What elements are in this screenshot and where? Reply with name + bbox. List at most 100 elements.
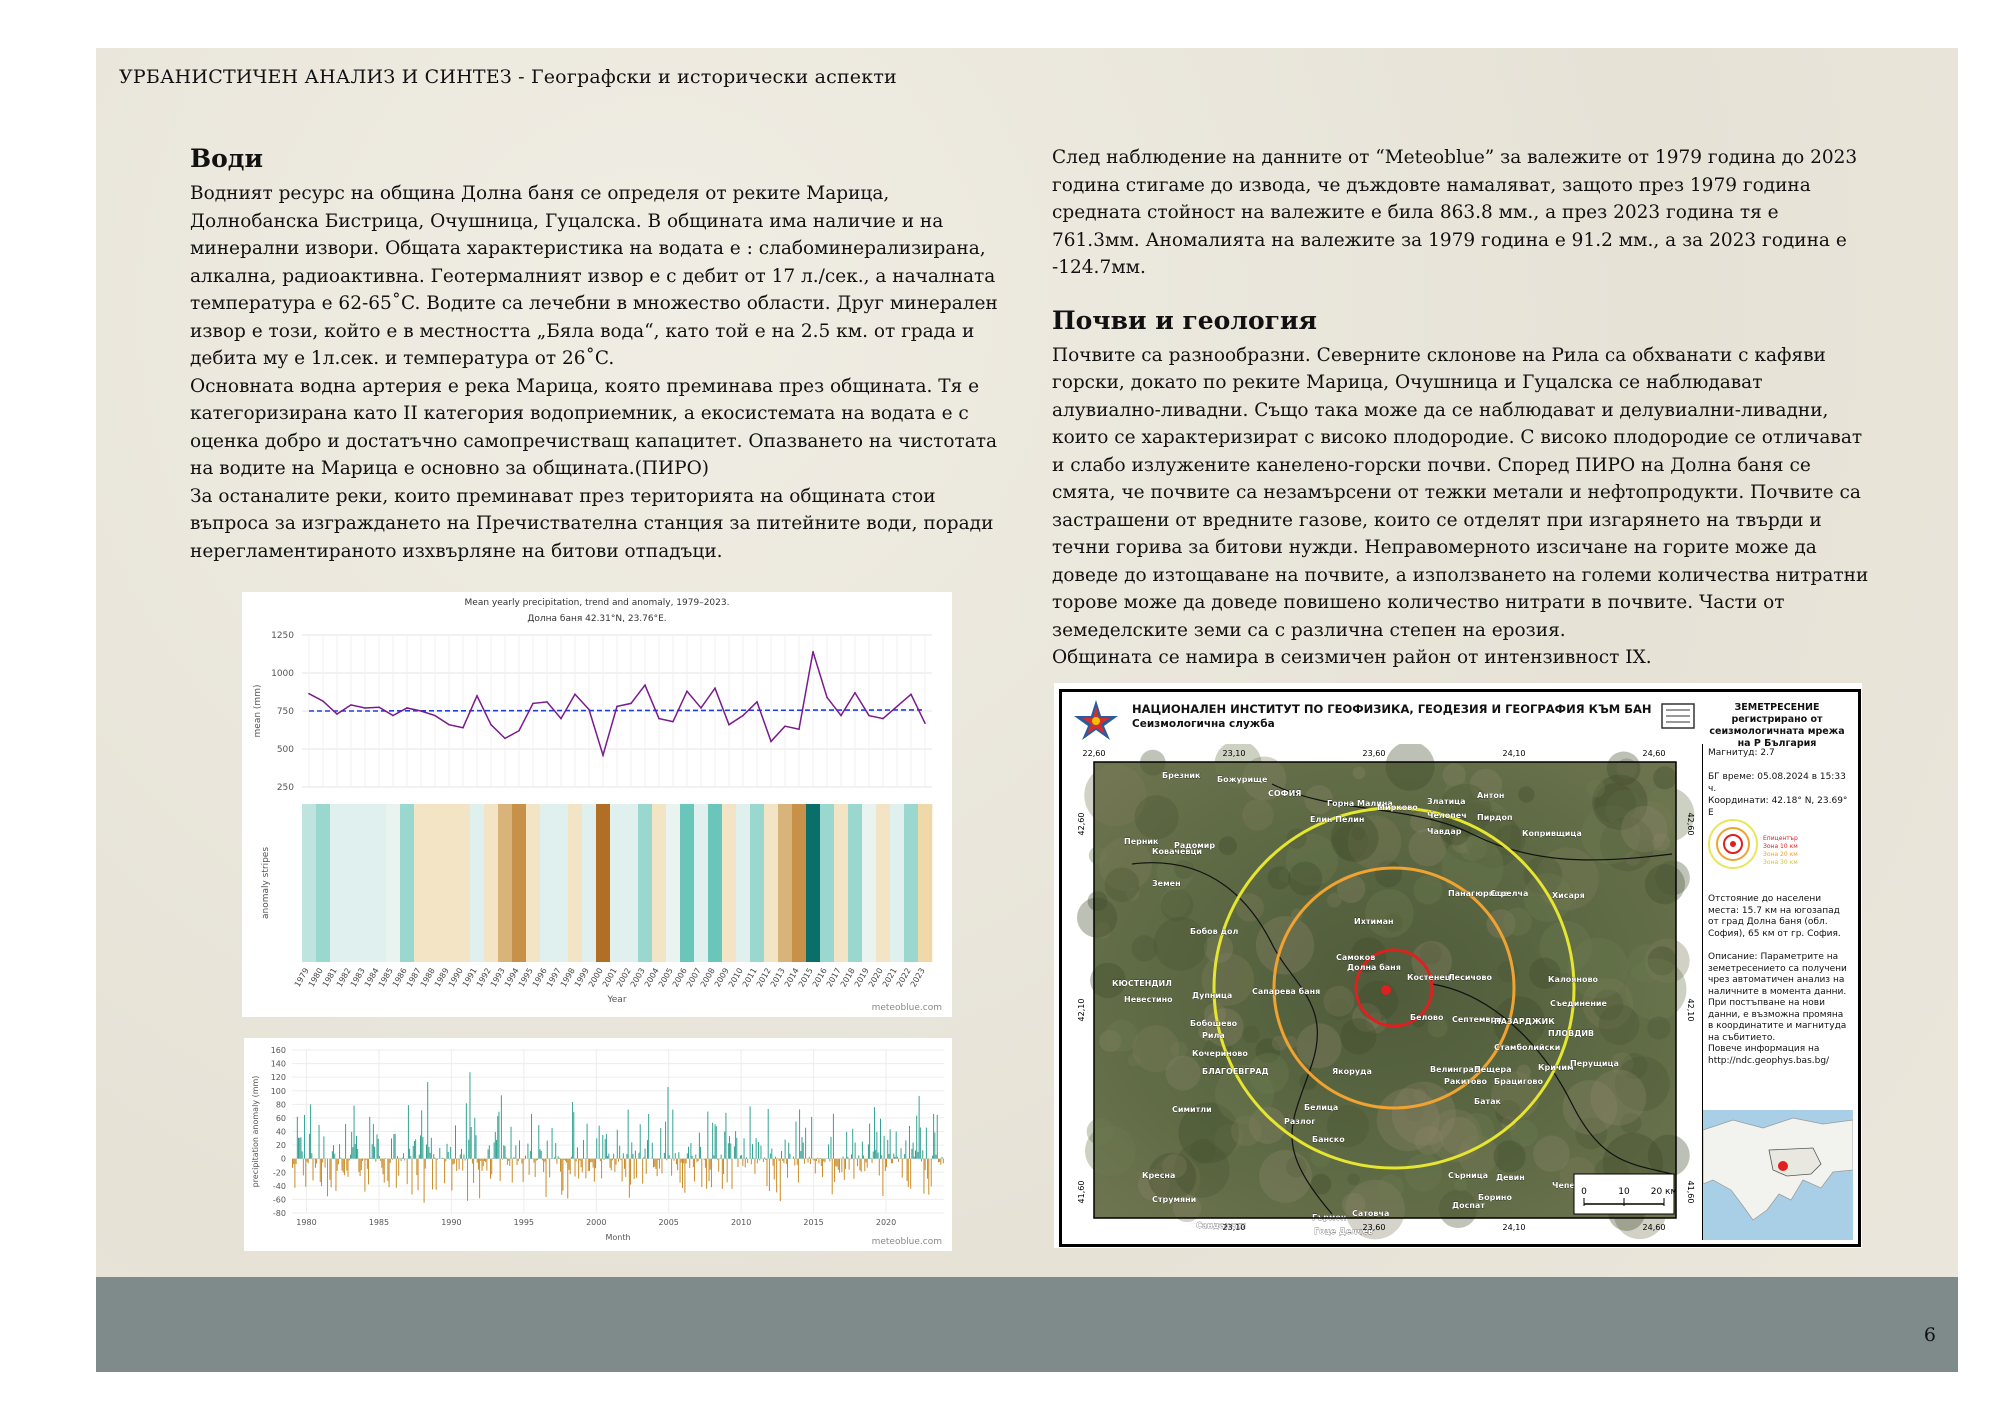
terrain-patch xyxy=(1323,985,1355,1017)
terrain-patch xyxy=(1342,1192,1366,1217)
terrain-patch xyxy=(1345,1179,1405,1240)
anomaly-bar xyxy=(745,1157,747,1159)
anomaly-bar xyxy=(300,1137,302,1159)
anomaly-bar xyxy=(543,1158,545,1173)
anomaly-bar xyxy=(554,1157,555,1159)
anomaly-bar xyxy=(419,1135,421,1159)
anomaly-bar xyxy=(363,1158,365,1160)
place-label: Златица xyxy=(1427,797,1466,806)
anomaly-bar xyxy=(861,1141,863,1159)
magnitude: Магнитуд: 2.7 xyxy=(1708,748,1775,758)
anomaly-bar xyxy=(563,1158,565,1160)
anomaly-bar xyxy=(886,1158,888,1168)
event-time: БГ време: 05.08.2024 в 15:33 ч. xyxy=(1708,772,1846,794)
anomaly-bar xyxy=(908,1125,910,1159)
terrain-patch xyxy=(1255,1038,1281,1064)
terrain-patch xyxy=(1160,889,1194,922)
place-label: Хисаря xyxy=(1552,891,1585,900)
data-point xyxy=(630,702,632,705)
data-point xyxy=(854,691,856,694)
anomaly-bar xyxy=(776,1158,778,1193)
anomaly-stripe xyxy=(596,804,611,962)
anomaly-bar xyxy=(517,1158,519,1162)
place-label: Велинград xyxy=(1430,1065,1481,1074)
anomaly-bar xyxy=(802,1142,804,1159)
anomaly-bar xyxy=(808,1156,810,1159)
anomaly-bar xyxy=(551,1128,553,1159)
y-tick-label: 250 xyxy=(277,783,294,793)
terrain-patch xyxy=(1494,824,1526,856)
anomaly-bar xyxy=(535,1158,537,1161)
place-label: ПЛОВДИВ xyxy=(1548,1029,1594,1038)
anomaly-bar xyxy=(651,1142,653,1159)
place-label: Кричим xyxy=(1538,1063,1574,1072)
anomaly-bar xyxy=(657,1158,659,1161)
anomaly-bar xyxy=(567,1158,569,1199)
anomaly-bar xyxy=(937,1158,939,1163)
anomaly-bar xyxy=(335,1158,337,1191)
anomaly-bar xyxy=(852,1128,854,1159)
anomaly-bar xyxy=(742,1158,744,1167)
place-label: Сапарева баня xyxy=(1252,986,1320,996)
anomaly-bar xyxy=(922,1150,924,1159)
anomaly-stripe xyxy=(540,804,555,962)
anomaly-bar xyxy=(714,1124,716,1159)
soils-paragraph: Почвите са разнообразни. Северните склон… xyxy=(1052,344,1869,641)
terrain-patch xyxy=(1288,861,1323,896)
anomaly-bar xyxy=(834,1158,836,1183)
anomaly-bar xyxy=(671,1158,673,1176)
anomaly-bar xyxy=(691,1155,693,1159)
anomaly-bar xyxy=(294,1158,296,1188)
anomaly-bar xyxy=(924,1158,926,1171)
terrain-patch xyxy=(1330,814,1379,862)
anomaly-bar xyxy=(324,1158,326,1168)
anomaly-bar xyxy=(928,1158,930,1195)
anomaly-bar xyxy=(410,1156,412,1159)
anomaly-bar xyxy=(487,1149,489,1159)
anomaly-bar xyxy=(708,1158,710,1182)
anomaly-bar xyxy=(327,1158,328,1197)
terrain-patch xyxy=(1621,806,1668,853)
water-paragraph-3: За останалите реки, които преминават пре… xyxy=(190,485,994,562)
anomaly-bar xyxy=(423,1158,425,1203)
anomaly-bar xyxy=(483,1158,485,1162)
place-label: Дупница xyxy=(1192,991,1232,1000)
anomaly-bar xyxy=(323,1136,325,1159)
anomaly-bar xyxy=(296,1116,298,1159)
anomaly-bar xyxy=(754,1158,756,1174)
terrain-patch xyxy=(1214,740,1262,788)
place-label: Ихтиман xyxy=(1354,917,1394,926)
anomaly-bar xyxy=(684,1158,686,1193)
terrain-patch xyxy=(1616,758,1637,779)
anomaly-bar xyxy=(342,1158,344,1173)
data-point xyxy=(378,706,380,708)
anomaly-bar xyxy=(458,1158,460,1170)
terrain-patch xyxy=(1326,1105,1370,1148)
anomaly-stripe xyxy=(694,804,709,962)
anomaly-bar xyxy=(469,1072,471,1159)
y-tick-label: -20 xyxy=(273,1168,286,1177)
anomaly-bar xyxy=(712,1122,714,1159)
anomaly-bar xyxy=(789,1153,791,1159)
anomaly-bar xyxy=(432,1158,434,1190)
place-label: ПАЗАРДЖИК xyxy=(1494,1017,1555,1026)
anomaly-bar xyxy=(630,1158,632,1185)
anomaly-bar xyxy=(659,1158,661,1169)
data-point xyxy=(448,723,450,726)
anomaly-bar xyxy=(797,1158,799,1183)
anomaly-bar xyxy=(369,1116,371,1159)
anomaly-bar xyxy=(672,1109,674,1159)
anomaly-bar xyxy=(696,1158,698,1163)
anomaly-bar xyxy=(331,1151,333,1159)
terrain-patch xyxy=(1493,1140,1526,1173)
anomaly-bar xyxy=(755,1138,757,1159)
data-point xyxy=(560,717,562,720)
anomaly-bar xyxy=(877,1152,879,1159)
anomaly-stripe xyxy=(708,804,723,962)
anomaly-bar xyxy=(653,1158,654,1168)
anomaly-bar xyxy=(382,1158,384,1175)
anomaly-bar xyxy=(456,1158,458,1171)
anomaly-bar xyxy=(901,1158,903,1178)
terrain-patch xyxy=(1413,1088,1427,1103)
chart-subtitle: Долна баня 42.31°N, 23.76°E. xyxy=(527,614,667,624)
